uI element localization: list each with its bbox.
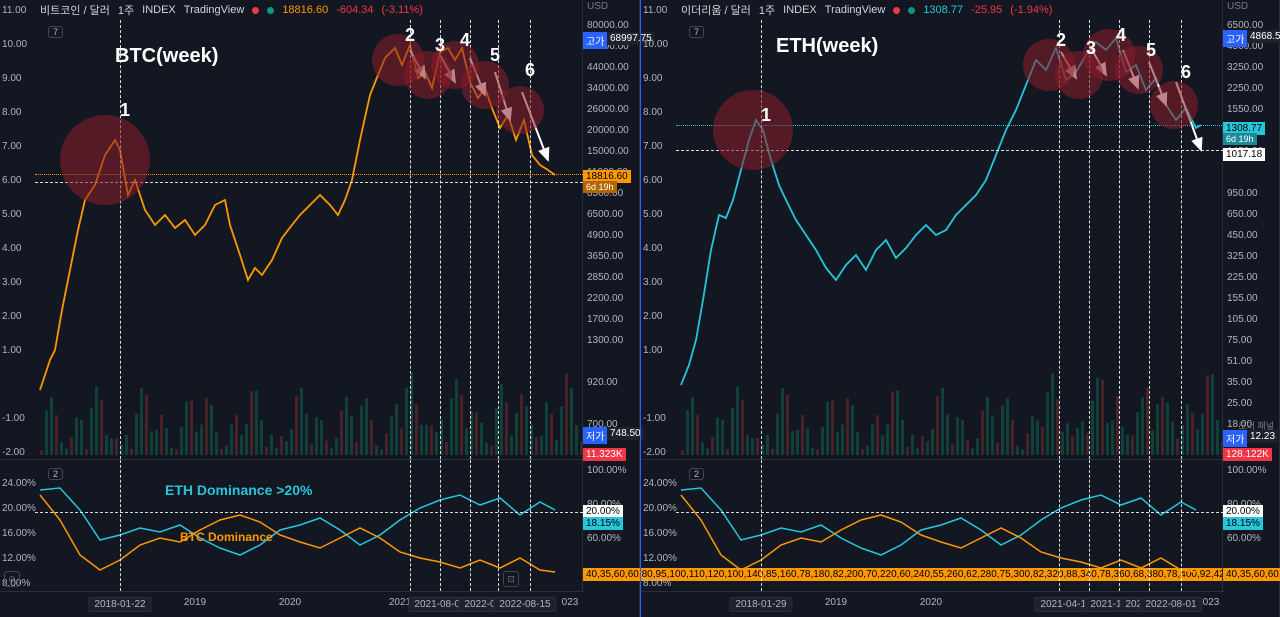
lo-label: 저가	[583, 427, 607, 444]
dominance-chart-r[interactable]: 24.00%20.00%16.00%12.00%8.00% 2	[641, 460, 1224, 592]
sub-val-eth: 18.15%	[583, 517, 623, 530]
sub-right-axis-r[interactable]: 100.00%80.00%60.00%40.00% 20.00% 18.15% …	[1222, 460, 1279, 592]
eth-main-chart[interactable]: 11.0010.009.008.007.006.005.004.003.002.…	[641, 0, 1224, 460]
eth-right-axis[interactable]: USD 6500.004500.003250.002250.001550.001…	[1222, 0, 1279, 460]
btc-right-axis[interactable]: USD 80000.0060000.0044000.0034000.002600…	[582, 0, 639, 460]
lo-label: 저가	[1223, 430, 1247, 447]
hi-label: 고가	[1223, 30, 1247, 47]
threshold-line	[35, 512, 583, 513]
sub-right-axis[interactable]: 100.00%80.00%60.00%40.00% 20.00% 18.15% …	[582, 460, 639, 592]
usd-label: USD	[1227, 1, 1248, 12]
eth-dominance-label: ETH Dominance >20%	[165, 482, 312, 498]
time-axis-right[interactable]: 2018-01-29201920202021-04-122021-12022-0…	[641, 592, 1280, 617]
btc-main-chart[interactable]: 11.0010.009.008.007.006.005.004.003.002.…	[0, 0, 583, 460]
time-axis-left[interactable]: 2018-01-222019202020212021-08-022022-020…	[0, 592, 640, 617]
hi-value: 4868.53	[1247, 30, 1280, 43]
btc-panel: 11.0010.009.008.007.006.005.004.003.002.…	[0, 0, 640, 617]
sub-val-eth: 18.15%	[1223, 517, 1263, 530]
dominance-svg-r	[641, 460, 1224, 592]
dominance-chart[interactable]: 24.00%20.00%16.00%12.00%8.00% 2 ETH Domi…	[0, 460, 583, 592]
btc-dominance-label: BTC Dominance	[180, 530, 273, 544]
zoom-btn[interactable]: ⊙	[4, 571, 20, 587]
lo-value: 12.23	[1247, 430, 1278, 443]
settings-btn[interactable]: ⊡	[503, 571, 519, 587]
target: 1017.18	[1223, 148, 1265, 161]
lo-value: 748.50	[607, 427, 644, 440]
usd-label: USD	[587, 1, 608, 12]
cur-time: 6d 19h	[583, 181, 617, 193]
dominance-svg	[0, 460, 583, 592]
threshold-line	[676, 512, 1224, 513]
cur-time: 6d 19h	[1223, 133, 1257, 145]
hi-label: 고가	[583, 32, 607, 49]
sub-val-btc: 40,35,60,60,80,95,100,110,120,100,140,85…	[1223, 568, 1280, 581]
eth-panel: 11.0010.009.008.007.006.005.004.003.002.…	[640, 0, 1280, 617]
